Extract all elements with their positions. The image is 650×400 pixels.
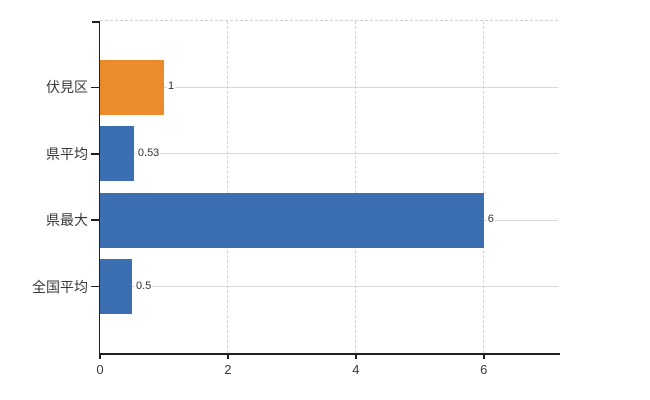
x-axis-tick [99,354,101,359]
bar-1 [100,59,164,115]
x-axis-tick-label: 0 [96,362,104,377]
x-axis-tick-label: 2 [224,362,232,377]
category-label: 伏見区 [46,79,88,96]
x-axis-tick-label: 4 [352,362,360,377]
gridline-horizontal [100,86,558,88]
gridline-horizontal [100,286,558,288]
category-label: 県平均 [46,145,88,162]
x-axis-tick-label: 6 [480,362,488,377]
bar-4 [100,259,132,315]
x-axis-tick [227,354,229,359]
gridline-horizontal [100,153,558,155]
x-axis-tick [355,354,357,359]
bar-3 [100,192,484,248]
y-axis-line [98,21,100,355]
category-tick [91,285,100,288]
category-tick [91,219,100,221]
value-label: 6 [486,213,495,227]
value-label: 1 [166,80,176,94]
y-axis-top-tick [92,21,100,23]
category-label: 全国平均 [32,278,88,295]
gridline-vertical [227,21,229,353]
x-axis-tick [483,354,485,359]
value-label: 0.5 [134,279,153,293]
gridline-vertical [483,21,485,353]
category-tick [91,153,100,155]
gridline-vertical [355,21,357,353]
x-axis-line [98,353,560,355]
category-label: 県最大 [46,212,88,229]
plot-area: 伏見区県平均県最大全国平均 1 0.53 6 0.5 0 2 4 6 [32,20,560,377]
value-label: 0.53 [136,146,161,160]
plot-top-border [100,20,558,21]
bar-2 [100,126,134,182]
category-tick [91,86,100,89]
